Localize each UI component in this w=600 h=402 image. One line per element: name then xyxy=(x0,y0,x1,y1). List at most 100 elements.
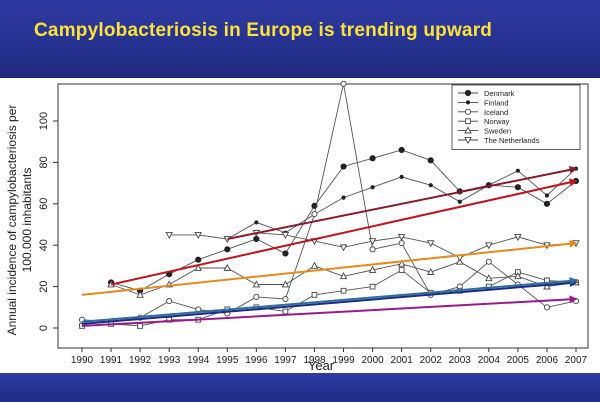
title-banner: Campylobacteriosis in Europe is trending… xyxy=(0,0,600,78)
line-chart: 0 20 40 60 80 100 1990 1991 1992 1993 1994 1995 1996… xyxy=(5,80,589,373)
data-point-norway xyxy=(137,323,143,329)
data-point-sweden xyxy=(310,261,319,269)
data-point-finland xyxy=(428,183,433,188)
trend-denmark xyxy=(110,178,578,286)
x-axis-label: Year xyxy=(308,358,335,373)
legend-marker-the-netherlands xyxy=(464,137,472,145)
data-point-sweden xyxy=(514,272,522,280)
trend-finland xyxy=(227,165,578,240)
data-point-sweden xyxy=(397,259,406,267)
data-point-norway xyxy=(340,287,347,294)
data-point-sweden xyxy=(543,282,551,290)
data-point-norway xyxy=(311,292,318,298)
legend-marker-finland xyxy=(465,100,471,105)
trend-norway xyxy=(81,276,578,323)
data-point-sweden xyxy=(368,265,377,273)
x-tick-label: 1993 xyxy=(158,355,181,366)
x-tick-label: 2000 xyxy=(361,355,384,366)
data-point-iceland xyxy=(166,298,173,305)
x-tick-label: 2004 xyxy=(478,355,501,366)
data-point-denmark xyxy=(514,184,521,191)
data-point-norway xyxy=(282,308,289,315)
y-tick-label: 60 xyxy=(38,198,50,210)
y-tick-label: 40 xyxy=(38,239,50,251)
footer-banner xyxy=(0,373,600,402)
data-point-denmark xyxy=(282,250,289,257)
data-point-iceland xyxy=(369,246,376,253)
plot-area: 0 20 40 60 80 100 1990 1991 1992 1993 1994 1995 1996… xyxy=(0,78,600,373)
data-point-finland xyxy=(515,168,520,173)
data-point-sweden xyxy=(485,274,493,282)
y-axis-label-line1: Annual incidence of campylobacteriosis p… xyxy=(5,105,19,336)
x-tick-label: 1997 xyxy=(274,355,297,366)
x-tick-label: 1996 xyxy=(245,355,268,366)
x-tick-label: 2005 xyxy=(507,355,530,366)
y-tick-label: 20 xyxy=(38,280,50,292)
data-point-the-netherlands xyxy=(485,242,493,250)
data-point-sweden xyxy=(194,263,202,271)
data-point-iceland xyxy=(543,304,550,311)
x-tick-label: 1994 xyxy=(187,355,210,366)
y-tick-label: 80 xyxy=(38,156,50,168)
legend-marker-iceland xyxy=(464,108,472,115)
data-point-finland xyxy=(370,185,375,190)
data-point-finland xyxy=(457,199,462,204)
legend-marker-denmark xyxy=(464,89,472,97)
data-point-iceland xyxy=(485,258,492,265)
data-point-sweden xyxy=(252,280,261,288)
trend-sweden xyxy=(81,279,578,325)
data-point-iceland xyxy=(282,295,289,303)
legend-box xyxy=(451,84,581,150)
data-point-sweden xyxy=(426,267,435,275)
legend-marker-norway xyxy=(465,118,471,125)
data-point-denmark xyxy=(398,146,405,154)
x-tick-label: 1998 xyxy=(303,355,326,366)
data-point-sweden xyxy=(281,280,290,288)
x-tick-label: 1999 xyxy=(332,355,355,366)
data-point-norway xyxy=(369,283,376,290)
plot-frame xyxy=(57,83,589,349)
legend-label-denmark: Denmark xyxy=(484,89,515,98)
legend-label-norway: Norway xyxy=(484,117,510,126)
data-point-the-netherlands xyxy=(397,234,406,242)
data-point-iceland xyxy=(311,211,318,218)
x-tick-label: 2006 xyxy=(536,355,559,366)
x-tick-label: 2002 xyxy=(420,355,443,366)
data-point-iceland xyxy=(253,293,260,300)
data-point-denmark xyxy=(253,235,260,243)
series-line-iceland xyxy=(81,83,577,323)
data-point-denmark xyxy=(369,155,376,162)
data-point-the-netherlands xyxy=(194,231,202,240)
y-axis-label-line2: 100.000 inhabitants xyxy=(20,168,34,273)
data-point-denmark xyxy=(340,163,347,170)
legend-label-iceland: Iceland xyxy=(484,108,508,117)
data-point-the-netherlands xyxy=(426,240,435,248)
x-tick-label: 1990 xyxy=(71,355,94,366)
x-tick-label: 1992 xyxy=(129,355,152,366)
x-tick-label: 2007 xyxy=(565,355,588,366)
data-point-sweden xyxy=(223,263,232,271)
x-tick-label: 2001 xyxy=(391,355,414,366)
legend-label-sweden: Sweden xyxy=(484,127,511,136)
data-point-the-netherlands xyxy=(339,244,348,252)
y-tick-label: 0 xyxy=(38,325,50,331)
data-point-denmark xyxy=(543,200,551,207)
legend-label-finland: Finland xyxy=(484,98,509,107)
data-point-norway xyxy=(398,267,405,273)
x-tick-label: 1991 xyxy=(100,355,123,366)
legend-marker-sweden xyxy=(464,126,472,134)
x-tick-label: 1995 xyxy=(216,355,239,366)
data-point-denmark xyxy=(427,157,434,164)
trend-netherlands xyxy=(81,239,578,296)
data-point-finland xyxy=(544,193,550,198)
data-point-denmark xyxy=(195,256,202,263)
data-point-finland xyxy=(341,195,346,200)
slide-title: Campylobacteriosis in Europe is trending… xyxy=(34,20,493,41)
data-point-finland xyxy=(399,174,404,179)
data-point-denmark xyxy=(224,246,231,253)
data-point-iceland xyxy=(398,240,405,247)
data-point-sweden xyxy=(136,290,144,298)
data-point-finland xyxy=(254,220,259,225)
data-point-the-netherlands xyxy=(281,231,290,240)
trend-iceland xyxy=(81,295,578,327)
